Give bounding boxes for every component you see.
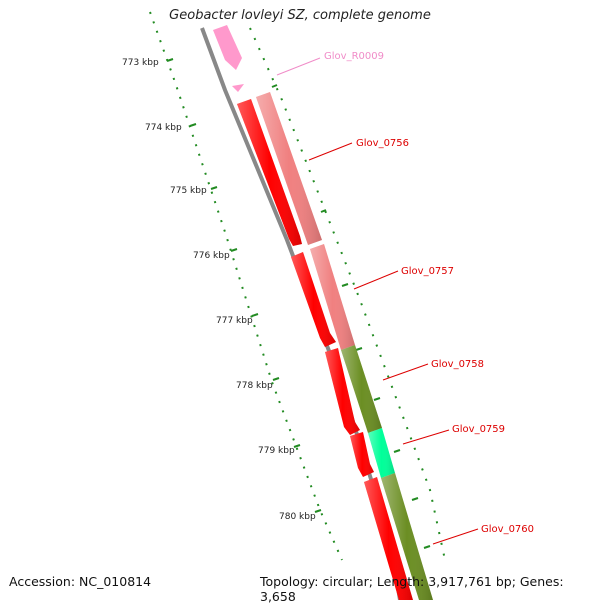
kbp-label-773: 773 kbp (122, 58, 159, 68)
cds-glov-0758 (325, 348, 360, 435)
outer-tick-ring (249, 27, 446, 561)
inner-kbp-ring (149, 11, 343, 561)
kbp-label-777: 777 kbp (216, 316, 253, 326)
kbp-label-779: 779 kbp (258, 446, 295, 456)
kbp-label-778: 778 kbp (236, 381, 273, 391)
cds-glov-0757 (291, 252, 336, 347)
kbp-label-774: 774 kbp (145, 123, 182, 133)
outer-major-ticks (271, 84, 431, 549)
cds-glov-0759 (350, 432, 374, 477)
gene-label-glov-0756[interactable]: Glov_0756 (356, 138, 409, 149)
label-leaders (276, 57, 479, 545)
kbp-label-775: 775 kbp (170, 186, 207, 196)
gene-label-glov-0758[interactable]: Glov_0758 (431, 359, 484, 370)
cds-glov-0760 (364, 477, 413, 600)
kbp-label-780: 780 kbp (279, 512, 316, 522)
cds-glov-0756 (237, 99, 302, 246)
gene-label-glov-0759[interactable]: Glov_0759 (452, 424, 505, 435)
genome-title: Geobacter lovleyi SZ, complete genome (169, 8, 431, 23)
cog-track (256, 92, 433, 600)
rna-feature-glov-r0009 (213, 25, 244, 92)
gene-label-glov-0757[interactable]: Glov_0757 (401, 266, 454, 277)
kbp-label-776: 776 kbp (193, 251, 230, 261)
kbp-major-ticks (166, 58, 322, 513)
gene-label-glov-0760[interactable]: Glov_0760 (481, 524, 534, 535)
accession-text: Accession: NC_010814 (9, 574, 152, 589)
gene-label-glov-r0009[interactable]: Glov_R0009 (324, 51, 384, 62)
cds-track-forward (237, 99, 413, 600)
